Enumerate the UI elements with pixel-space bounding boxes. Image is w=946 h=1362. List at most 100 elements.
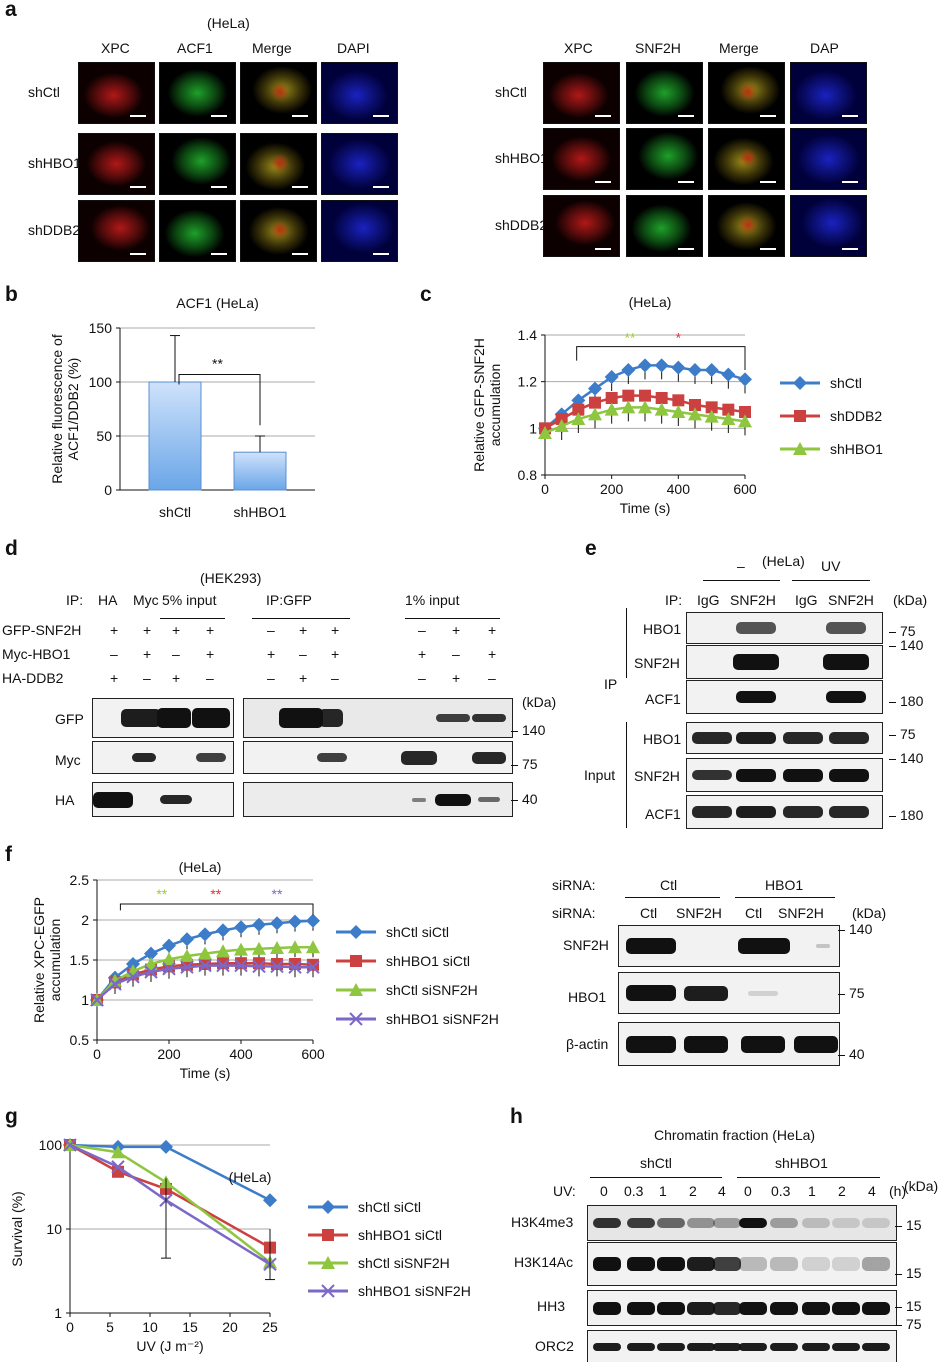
panel-e-blot-label: SNF2H (634, 655, 680, 671)
panel-h-dose: 2 (689, 1183, 697, 1199)
protein-band (823, 654, 869, 670)
protein-band (783, 806, 823, 818)
legend-marker (321, 1256, 335, 1269)
panel-a-right-row-label: shHBO1 (495, 150, 548, 166)
protein-band (802, 1218, 830, 1228)
legend-entry: shHBO1 (830, 441, 883, 457)
protein-band (279, 708, 323, 728)
panel-d-sign: – (452, 646, 460, 662)
panel-e-blot-label: ACF1 (645, 806, 681, 822)
y-tick-label: 1 (81, 992, 89, 1008)
x-tick-label: 0 (93, 1046, 101, 1062)
protein-band (626, 1035, 676, 1053)
panel-a-left-col-label: ACF1 (177, 40, 213, 56)
panel-h-dose: 0 (744, 1183, 752, 1199)
panel-d-sign: – (267, 622, 275, 638)
panel-d-ip-group: 5% input (162, 592, 217, 608)
protein-band (196, 753, 226, 762)
data-point (554, 419, 569, 432)
panel-h-blot-orc2 (587, 1330, 897, 1362)
panel-a-right-micrograph (708, 128, 785, 190)
panel-d-sign: + (172, 622, 181, 638)
x-axis-label: Time (s) (180, 1065, 231, 1081)
protein-band (862, 1257, 890, 1271)
panel-f-kda-marker: 40 (849, 1046, 865, 1062)
scale-bar (211, 253, 227, 255)
data-point (571, 412, 586, 425)
panel-e-blot-label: HBO1 (643, 731, 682, 747)
panel-d-blot-ha-left (92, 782, 234, 817)
protein-band (802, 1343, 830, 1351)
data-point (621, 400, 636, 414)
kda-marker-tick (889, 759, 896, 760)
kda-marker-tick (889, 646, 896, 647)
panel-a-left-micrograph (78, 62, 155, 124)
data-point (721, 412, 736, 425)
panel-h-kda-marker: 15 (906, 1298, 922, 1314)
panel-d-sign: + (488, 646, 497, 662)
protein-band (593, 1218, 621, 1228)
panel-e-lane: IgG (795, 592, 818, 608)
data-point (721, 367, 736, 382)
panel-d-group-line (160, 618, 225, 619)
panel-d-blot-ha-right (243, 782, 513, 817)
legend-marker (794, 410, 806, 422)
panel-a-right-col-label: DAP (810, 40, 839, 56)
panel-a-left-row-label: shHBO1 (28, 155, 81, 171)
data-point (144, 946, 158, 961)
panel-a-left-micrograph (321, 200, 398, 262)
panel-e-kda-label: (kDa) (893, 592, 928, 608)
data-point (288, 940, 302, 954)
data-point (180, 960, 194, 974)
panel-d-letter: d (5, 537, 18, 560)
data-point (688, 407, 702, 421)
protein-band (770, 1218, 798, 1228)
panel-f-kda-label: (kDa) (852, 905, 887, 921)
x-tick-label: 200 (157, 1046, 181, 1062)
data-point (270, 941, 284, 954)
panel-d-sign: – (418, 622, 426, 638)
panel-a-right-micrograph (543, 128, 620, 190)
data-point (217, 957, 229, 970)
panel-d-ip-group: IP:GFP (266, 592, 312, 608)
bar (233, 451, 287, 491)
panel-h-dose: 1 (659, 1183, 667, 1199)
data-point (252, 941, 266, 955)
x-tick-label: 5 (106, 1319, 114, 1335)
protein-band (713, 1257, 741, 1271)
series-line (69, 1143, 271, 1264)
scale-bar (292, 253, 308, 255)
panel-h-group-line (590, 1177, 722, 1178)
scale-bar (373, 253, 389, 255)
protein-band (657, 1301, 685, 1315)
chart-title: ACF1 (HeLa) (176, 295, 258, 311)
legend-marker (349, 983, 363, 996)
panel-h-blot-label: H3K14Ac (514, 1254, 574, 1270)
protein-band (472, 714, 506, 722)
x-tick-label: 0 (66, 1319, 74, 1335)
kda-marker-tick (889, 702, 896, 703)
panel-e-blot-label: ACF1 (645, 691, 681, 707)
panel-f-blot-label: HBO1 (568, 989, 607, 1005)
protein-band (739, 1343, 767, 1351)
data-point (589, 396, 601, 409)
panel-a-left-col-label: XPC (101, 40, 130, 56)
x-tick-label: 600 (301, 1046, 325, 1062)
data-point (738, 414, 752, 428)
data-point (234, 920, 248, 935)
panel-e-group-ip: IP (604, 676, 618, 692)
legend-entry: shHBO1 siCtl (358, 1227, 442, 1243)
panel-d-sign: + (299, 622, 308, 638)
significance-mark: ** (212, 355, 223, 371)
panel-h-dose: 4 (868, 1183, 876, 1199)
panel-f-blot-snf2h (618, 925, 840, 967)
protein-band (593, 1343, 621, 1351)
panel-h-letter: h (510, 1105, 523, 1128)
panel-a-left-micrograph (159, 62, 236, 124)
x-tick-label: 400 (229, 1046, 253, 1062)
protein-band (794, 1035, 838, 1053)
panel-a-left-micrograph (78, 133, 155, 195)
scale-bar (373, 115, 389, 117)
protein-band (733, 654, 779, 670)
